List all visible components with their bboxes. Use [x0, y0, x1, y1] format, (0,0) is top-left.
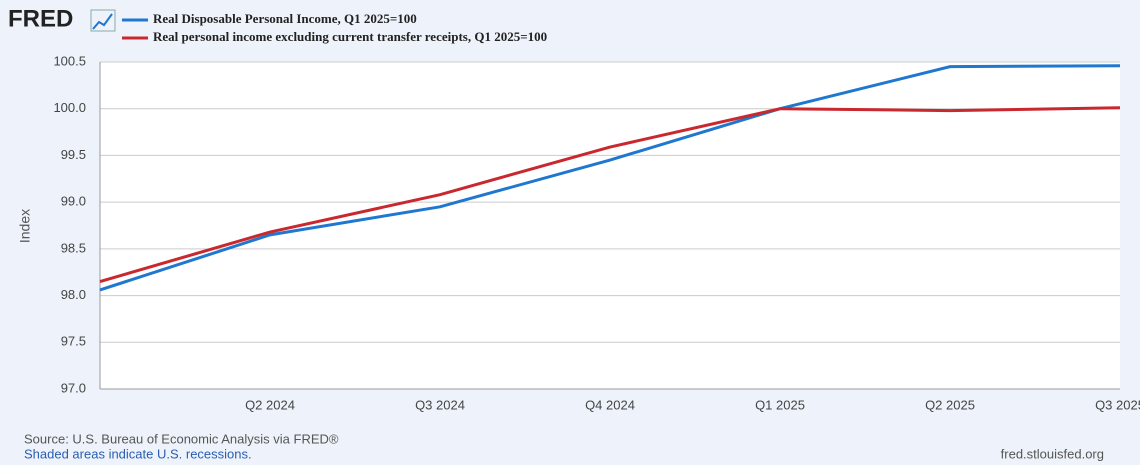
y-tick-label: 99.5: [61, 147, 86, 162]
x-tick-label: Q1 2025: [755, 397, 805, 412]
y-tick-label: 97.5: [61, 334, 86, 349]
x-tick-label: Q4 2024: [585, 397, 635, 412]
series-line: [99, 106, 1121, 283]
logo: FRED: [8, 5, 73, 32]
y-axis-label: Index: [17, 209, 33, 243]
logo-frame: [90, 9, 116, 32]
x-tick-label: Q2 2025: [925, 397, 975, 412]
y-tick-label: 100.5: [53, 53, 86, 68]
plot-area: [100, 62, 1120, 389]
y-tick-label: 97.0: [61, 380, 86, 395]
note: Shaded areas indicate U.S. recessions.: [24, 446, 252, 461]
x-tick-label: Q3 2024: [415, 397, 465, 412]
x-tick-label: Q2 2024: [245, 397, 295, 412]
url: fred.stlouisfed.org: [1001, 446, 1104, 461]
y-tick-label: 99.0: [61, 194, 86, 209]
legend-label: Real personal income excluding current t…: [153, 29, 547, 44]
x-tick-label: Q3 2025: [1095, 397, 1140, 412]
legend-label: Real Disposable Personal Income, Q1 2025…: [153, 11, 417, 26]
source: Source: U.S. Bureau of Economic Analysis…: [24, 431, 339, 446]
logo-icon: [92, 13, 113, 30]
y-tick-label: 100.0: [53, 100, 86, 115]
y-tick-label: 98.5: [61, 240, 86, 255]
y-tick-label: 98.0: [61, 287, 86, 302]
series-line: [99, 64, 1121, 292]
